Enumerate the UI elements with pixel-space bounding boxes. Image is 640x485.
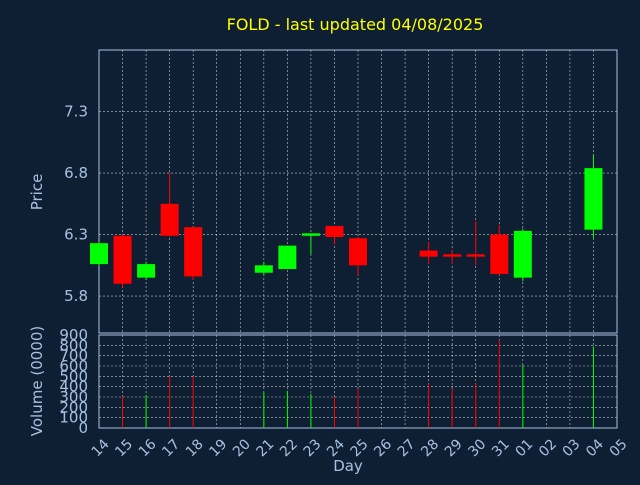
candle-body (584, 168, 603, 230)
x-tick-label: 20 (230, 436, 254, 460)
x-tick-label: 26 (371, 436, 395, 460)
volume-tick-label: 700 (59, 347, 88, 365)
candle-body (137, 264, 156, 278)
candle-body (113, 235, 132, 284)
x-tick-label: 16 (136, 436, 160, 460)
candle-body (325, 225, 344, 238)
x-tick-label: 31 (489, 436, 513, 460)
x-tick-label: 02 (536, 436, 560, 460)
x-tick-label: 01 (513, 436, 537, 460)
x-tick-label: 21 (254, 436, 278, 460)
x-tick-label: 30 (465, 436, 489, 460)
x-tick-label: 05 (607, 436, 631, 460)
price-panel-frame (98, 49, 618, 334)
x-tick-label: 19 (206, 436, 230, 460)
price-panel: 5.8 6.3 6.8 7.3 (64, 49, 618, 334)
price-axis-label: Price (28, 174, 46, 211)
x-tick-label: 27 (395, 436, 419, 460)
volume-tick-label: 400 (59, 378, 88, 396)
candle-body (443, 254, 462, 257)
candle-body (490, 234, 509, 274)
candle-body (90, 243, 108, 265)
x-tick-label: 03 (560, 436, 584, 460)
volume-tick-label: 200 (59, 398, 88, 416)
x-tick-label: 04 (583, 436, 607, 460)
volume-tick-label: 500 (59, 367, 88, 385)
x-axis-label: Day (333, 457, 363, 475)
x-tick-label: 23 (301, 436, 325, 460)
price-tick-label: 7.3 (64, 103, 88, 121)
x-tick-label: 29 (442, 436, 466, 460)
candle-body (301, 233, 320, 236)
x-tick-label: 18 (183, 436, 207, 460)
price-tick-label: 6.3 (64, 226, 88, 244)
candle-body (466, 254, 485, 257)
volume-tick-label: 100 (59, 409, 88, 427)
candle-body (419, 250, 438, 257)
x-tick-label: 15 (112, 436, 136, 460)
price-tick-label: 6.8 (64, 164, 88, 182)
candle-body (160, 203, 179, 236)
candle-body (254, 265, 273, 273)
volume-axis-label: Volume (0000) (28, 326, 46, 436)
x-tick-label: 14 (89, 436, 113, 460)
volume-tick-label: 900 (59, 326, 88, 344)
volume-tick-label: 800 (59, 336, 88, 354)
candle-body (278, 245, 297, 270)
volume-tick-label: 600 (59, 357, 88, 375)
price-tick-label: 5.8 (64, 287, 88, 305)
x-tick-label: 28 (418, 436, 442, 460)
x-tick-label: 22 (277, 436, 301, 460)
chart-title: FOLD - last updated 04/08/2025 (227, 15, 484, 34)
candle-body (513, 230, 532, 278)
candle-body (184, 227, 203, 277)
volume-tick-label: 300 (59, 388, 88, 406)
volume-tick-label: 0 (78, 419, 88, 437)
candle-body (349, 238, 367, 266)
x-tick-label: 17 (159, 436, 183, 460)
